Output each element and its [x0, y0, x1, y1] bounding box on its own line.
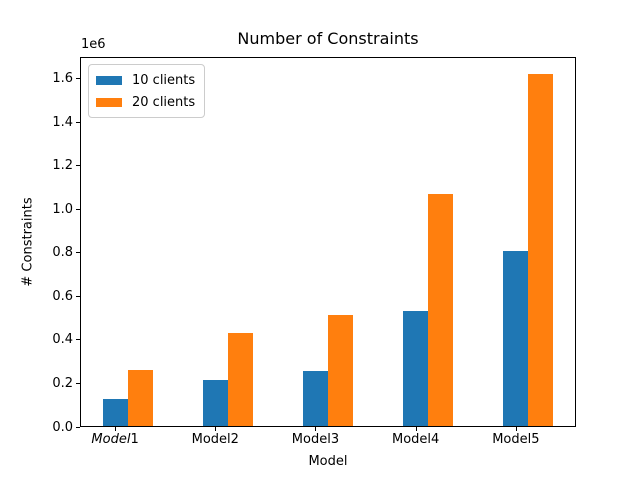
bar-10-clients-5	[503, 250, 529, 427]
bar-10-clients-4	[403, 310, 429, 427]
y-tick-mark	[76, 121, 80, 123]
bar-10-clients-1	[102, 398, 128, 427]
y-axis-offset-label: 1e6	[81, 37, 106, 52]
y-tick-mark	[76, 78, 80, 80]
x-tick-label: Model4	[392, 432, 440, 447]
x-tick-mark	[115, 427, 117, 431]
x-tick-label: Model3	[291, 432, 340, 447]
legend-item: 20 clients	[96, 92, 195, 112]
y-tick-mark	[76, 382, 80, 384]
x-tick-label: Model1	[91, 432, 139, 447]
plot-area: 10 clients 20 clients	[80, 57, 576, 427]
legend-swatch-orange	[96, 97, 122, 107]
bar-10-clients-2	[202, 380, 228, 427]
y-tick-mark	[76, 295, 80, 297]
y-tick-label: 1.2	[52, 158, 73, 174]
legend-swatch-blue	[96, 75, 122, 85]
x-tick-label: Model2	[191, 432, 239, 447]
y-tick-label: 0.2	[52, 375, 73, 391]
x-tick-mark	[415, 427, 417, 431]
bar-20-clients-5	[528, 74, 554, 427]
y-tick-label: 1.4	[52, 114, 73, 130]
chart-title: Number of Constraints	[237, 29, 419, 48]
legend: 10 clients 20 clients	[88, 64, 206, 118]
y-tick-mark	[76, 252, 80, 254]
bar-10-clients-3	[302, 370, 328, 427]
y-tick-mark	[76, 208, 80, 210]
bar-20-clients-1	[127, 370, 153, 427]
bar-20-clients-3	[328, 314, 354, 427]
y-tick-mark	[76, 426, 80, 428]
legend-label: 10 clients	[132, 72, 196, 88]
x-tick-mark	[315, 427, 317, 431]
y-tick-label: 0.8	[52, 245, 73, 261]
bar-20-clients-4	[428, 194, 454, 427]
y-tick-label: 0.4	[52, 332, 73, 348]
y-tick-label: 0.6	[52, 288, 73, 304]
y-tick-label: 1.6	[52, 71, 73, 87]
legend-item: 10 clients	[96, 70, 195, 90]
x-tick-label: Model5	[492, 432, 540, 447]
bar-20-clients-2	[227, 333, 253, 427]
y-tick-mark	[76, 339, 80, 341]
x-tick-mark	[515, 427, 517, 431]
x-tick-mark	[215, 427, 217, 431]
x-axis-label: Model	[308, 454, 348, 469]
y-tick-mark	[76, 165, 80, 167]
legend-label: 20 clients	[132, 94, 196, 110]
y-tick-label: 1.0	[52, 201, 73, 217]
y-tick-label: 0.0	[52, 419, 73, 435]
